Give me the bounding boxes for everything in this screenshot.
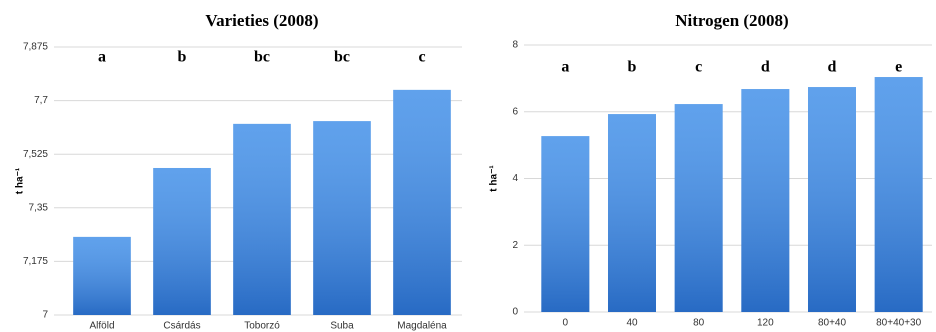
significance-letter: b — [178, 49, 187, 66]
y-tick-label: 4 — [512, 173, 518, 184]
y-tick-label: 7,875 — [23, 42, 48, 53]
significance-letter: a — [561, 59, 569, 76]
significance-letter: bc — [254, 49, 270, 66]
significance-letter: c — [695, 59, 702, 76]
x-tick-label: 40 — [626, 318, 638, 329]
chart-title: Varieties (2008) — [205, 11, 318, 30]
bar-shade — [808, 87, 856, 313]
y-tick-label: 6 — [512, 106, 518, 117]
y-tick-label: 7 — [42, 310, 48, 321]
x-tick-label: Toborzó — [244, 321, 280, 332]
chart-title: Nitrogen (2008) — [675, 11, 788, 30]
y-tick-label: 8 — [512, 40, 518, 51]
bar-shade — [233, 123, 291, 315]
significance-letter: e — [895, 59, 902, 76]
bar-shade — [608, 114, 656, 313]
y-tick-label: 7,35 — [29, 202, 49, 213]
x-tick-label: 80+40+30 — [876, 318, 921, 329]
bar-shade — [674, 104, 723, 312]
x-tick-label: Alföld — [89, 321, 114, 332]
x-tick-label: 80+40 — [818, 318, 847, 329]
bar-shade — [541, 136, 590, 312]
bar-shade — [741, 89, 790, 313]
x-tick-label: Suba — [330, 321, 354, 332]
significance-letter: c — [418, 49, 425, 66]
x-tick-label: Magdaléna — [397, 321, 447, 332]
x-tick-label: Csárdás — [163, 321, 200, 332]
y-tick-label: 7,175 — [23, 256, 48, 267]
x-tick-label: 120 — [757, 318, 774, 329]
y-tick-label: 7,7 — [34, 95, 48, 106]
bar-shade — [874, 77, 923, 312]
bar-shade — [393, 89, 451, 315]
y-axis-label: t ha⁻¹ — [15, 167, 26, 194]
y-tick-label: 2 — [512, 240, 518, 251]
bar-shade — [313, 121, 371, 315]
x-tick-label: 80 — [693, 318, 705, 329]
y-tick-label: 0 — [512, 307, 518, 318]
significance-letter: d — [761, 59, 770, 76]
bar-shade — [153, 167, 211, 315]
y-axis-label: t ha⁻¹ — [489, 165, 500, 192]
x-tick-label: 0 — [563, 318, 569, 329]
bar-shade — [73, 236, 131, 315]
significance-letter: b — [628, 59, 637, 76]
y-tick-label: 7,525 — [23, 149, 48, 160]
significance-letter: d — [828, 59, 837, 76]
significance-letter: a — [98, 49, 106, 66]
significance-letter: bc — [334, 49, 350, 66]
